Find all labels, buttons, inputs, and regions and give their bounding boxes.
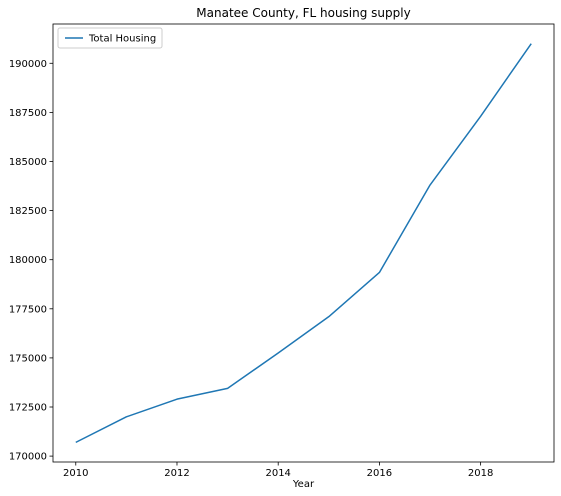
x-axis-label: Year [292,479,315,490]
y-tick-label: 170000 [9,452,47,463]
y-tick-label: 175000 [9,353,47,364]
plot-area [53,24,554,462]
chart-title: Manatee County, FL housing supply [196,6,410,20]
y-tick-label: 187500 [9,108,47,119]
legend-box [57,27,163,49]
legend: Total Housing [57,27,163,49]
y-tick-label: 177500 [9,304,47,315]
series-line-total-housing [75,43,532,444]
y-tick-label: 182500 [9,206,47,217]
series-layer [75,43,532,444]
x-tick-label: 2016 [367,468,392,479]
y-axis: 170000 172500 175000 177500 180000 182500 1850… [9,59,53,463]
y-tick-label: 185000 [9,157,47,168]
x-tick-label: 2018 [468,468,493,479]
x-tick-label: 2012 [164,468,189,479]
y-tick-label: 180000 [9,255,47,266]
y-tick-label: 190000 [9,59,47,70]
y-tick-label: 172500 [9,403,47,414]
x-tick-label: 2014 [265,468,290,479]
x-tick-label: 2010 [63,468,88,479]
plot-frame [52,23,555,463]
legend-label: Total Housing [88,34,156,45]
x-axis: 2010 2012 2014 2016 2018 [63,462,493,479]
